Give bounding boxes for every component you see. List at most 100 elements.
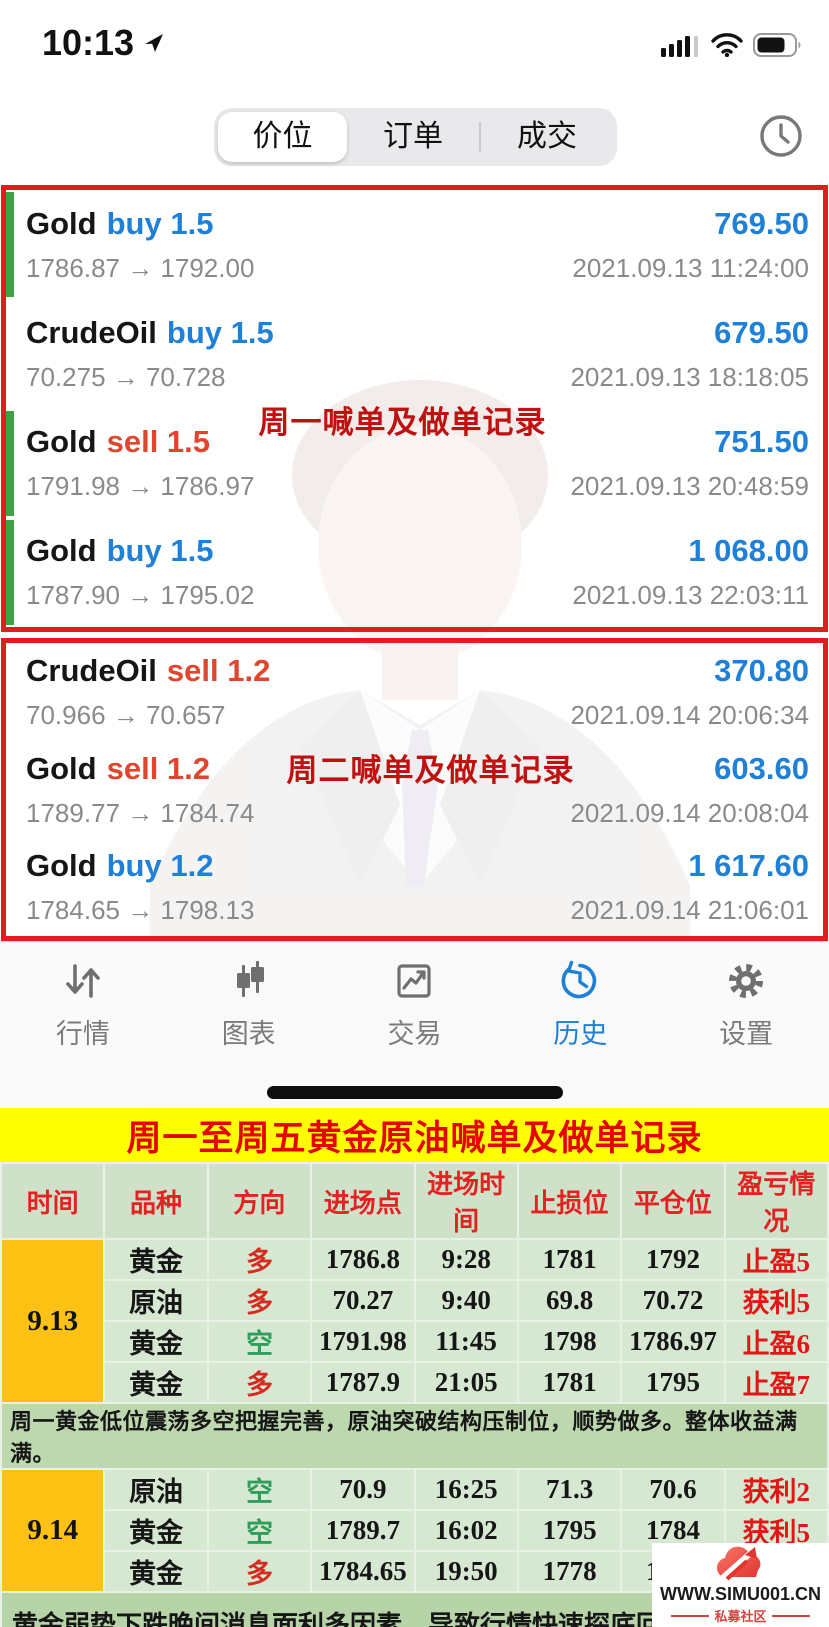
divider-line: [771, 1614, 810, 1617]
watermark-community: 私募社区: [714, 1609, 767, 1624]
cell-direction: 空: [206, 1320, 313, 1363]
cell-close: 70.72: [620, 1279, 726, 1322]
trade-time: 2021.09.14 21:06:01: [570, 895, 809, 926]
trade-row[interactable]: Gold buy 1.5 1 068.00 1787.90 → 1795.02 2…: [6, 518, 823, 627]
table-row: 原油 多 70.27 9:40 69.8 70.72 获利5: [1, 1279, 829, 1322]
location-arrow-icon: [145, 34, 164, 52]
col-pnl: 盈亏情况: [723, 1162, 829, 1240]
trade-symbol: CrudeOil: [26, 314, 157, 350]
trade-row[interactable]: Gold buy 1.5 769.50 1786.87 → 1792.00 202…: [6, 190, 823, 299]
nav-item-charts[interactable]: 图表: [166, 958, 332, 1051]
cell-close: 1795: [620, 1361, 726, 1404]
trade-time: 2021.09.13 22:03:11: [572, 580, 809, 611]
tab-deals[interactable]: 成交: [517, 120, 577, 153]
cell-direction: 多: [206, 1361, 313, 1404]
monday-summary-row: 周一黄金低位震荡多空把握完善，原油突破结构压制位，顺势做多。整体收益满满。: [0, 1402, 829, 1470]
trade-prices: 1787.90 → 1795.02: [26, 580, 255, 611]
trade-row[interactable]: CrudeOil sell 1.2 370.80 70.966 → 70.657 …: [6, 643, 823, 741]
trade-profit: 370.80: [714, 652, 809, 688]
cell-entry-time: 11:45: [413, 1320, 519, 1363]
nav-label: 设置: [719, 1019, 774, 1049]
cell-stop: 1781: [516, 1238, 623, 1281]
cell-direction: 多: [206, 1238, 313, 1281]
status-time: 10:13: [42, 22, 166, 64]
cell-stop: 1795: [516, 1509, 623, 1552]
status-bar: 10:13: [0, 0, 829, 92]
trade-row[interactable]: CrudeOil buy 1.5 679.50 70.275 → 70.728 2…: [6, 299, 823, 408]
cell-entry: 1789.7: [310, 1509, 416, 1552]
cell-entry: 70.9: [310, 1468, 416, 1511]
trade-side-volume: sell 1.5: [106, 424, 211, 460]
time-filter-button[interactable]: [757, 112, 805, 160]
trade-symbol: Gold: [26, 533, 97, 569]
monday-summary-note: 周一黄金低位震荡多空把握完善，原油突破结构压制位，顺势做多。整体收益满满。: [0, 1402, 829, 1470]
trade-profit: 1 068.00: [688, 533, 809, 569]
table-row: 黄金 空 1791.98 11:45 1798 1786.97 止盈6: [1, 1320, 829, 1363]
trade-side-volume: buy 1.5: [106, 205, 214, 241]
cell-close: 1792: [620, 1238, 726, 1281]
trade-prices: 1789.77 → 1784.74: [26, 797, 255, 828]
watermark-community-row: 私募社区: [652, 1606, 829, 1625]
trade-time: 2021.09.13 18:18:05: [570, 361, 809, 392]
cell-entry: 1784.65: [310, 1550, 416, 1593]
trade-profit: 751.50: [714, 424, 809, 460]
simu001-logo-icon: [716, 1546, 760, 1584]
cell-direction: 空: [206, 1509, 313, 1552]
nav-label: 交易: [387, 1019, 442, 1049]
nav-item-trade[interactable]: 交易: [332, 958, 498, 1051]
battery-icon: [753, 33, 801, 57]
table-header-row: 时间 品种 方向 进场点 进场时间 止损位 平仓位 盈亏情况: [0, 1162, 829, 1240]
nav-item-history[interactable]: 历史: [497, 958, 663, 1051]
col-time: 时间: [0, 1162, 106, 1240]
tab-positions[interactable]: 价位: [218, 112, 347, 162]
trade-row[interactable]: Gold sell 1.5 751.50 1791.98 → 1786.97 20…: [6, 409, 823, 518]
table-row: 黄金 多 1787.9 21:05 1781 1795 止盈7: [1, 1361, 829, 1404]
nav-item-settings[interactable]: 设置: [663, 958, 829, 1051]
nav-label: 行情: [55, 1019, 110, 1049]
cell-product: 原油: [103, 1468, 209, 1511]
trade-symbol: CrudeOil: [26, 652, 157, 688]
cell-stop: 69.8: [516, 1279, 623, 1322]
profit-marker: [6, 410, 14, 516]
monday-trades-box: Gold buy 1.5 769.50 1786.87 → 1792.00 202…: [1, 185, 828, 632]
trade-row[interactable]: Gold buy 1.2 1 617.60 1784.65 → 1798.13 2…: [6, 838, 823, 936]
cell-close: 70.6: [620, 1468, 726, 1511]
trade-symbol: Gold: [26, 750, 97, 786]
nav-label: 图表: [221, 1019, 276, 1049]
wifi-icon: [711, 33, 743, 57]
trade-side-volume: buy 1.5: [166, 314, 274, 350]
date-cell: 9.14: [0, 1468, 106, 1593]
trade-time: 2021.09.14 20:08:04: [570, 797, 809, 828]
cell-entry: 1786.8: [310, 1238, 416, 1281]
cell-entry: 1791.98: [310, 1320, 416, 1363]
profit-marker: [6, 519, 14, 625]
col-stop-loss: 止损位: [516, 1162, 623, 1240]
cell-product: 黄金: [103, 1509, 209, 1552]
home-indicator[interactable]: [267, 1086, 563, 1099]
cell-pnl: 获利2: [723, 1468, 829, 1511]
segmented-control: 价位 订单 成交: [214, 108, 617, 166]
quotes-arrows-icon: [66, 964, 100, 998]
table-row: 9.14 原油 空 70.9 16:25 71.3 70.6 获利2: [0, 1468, 829, 1593]
nav-item-quotes[interactable]: 行情: [0, 958, 166, 1051]
trade-time: 2021.09.13 20:48:59: [570, 471, 809, 502]
simu001-watermark: WWW.SIMU001.CN 私募社区: [652, 1543, 829, 1627]
cell-product: 黄金: [103, 1550, 209, 1593]
cellular-signal-icon: [661, 36, 698, 57]
trade-prices: 1784.65 → 1798.13: [26, 895, 255, 926]
cell-entry-time: 9:28: [413, 1238, 519, 1281]
trade-symbol: Gold: [26, 848, 97, 884]
cell-pnl: 止盈5: [723, 1238, 829, 1281]
tab-orders[interactable]: 订单: [383, 120, 443, 153]
cell-entry: 70.27: [310, 1279, 416, 1322]
cell-close: 1786.97: [620, 1320, 726, 1363]
trade-time: 2021.09.14 20:06:34: [570, 699, 809, 730]
divider-line: [671, 1614, 710, 1617]
segment-divider: [479, 122, 481, 152]
nav-label: 历史: [553, 1019, 608, 1049]
cell-pnl: 获利5: [723, 1279, 829, 1322]
trade-chart-icon: [397, 964, 432, 998]
col-direction: 方向: [206, 1162, 313, 1240]
cell-product: 原油: [103, 1279, 209, 1322]
